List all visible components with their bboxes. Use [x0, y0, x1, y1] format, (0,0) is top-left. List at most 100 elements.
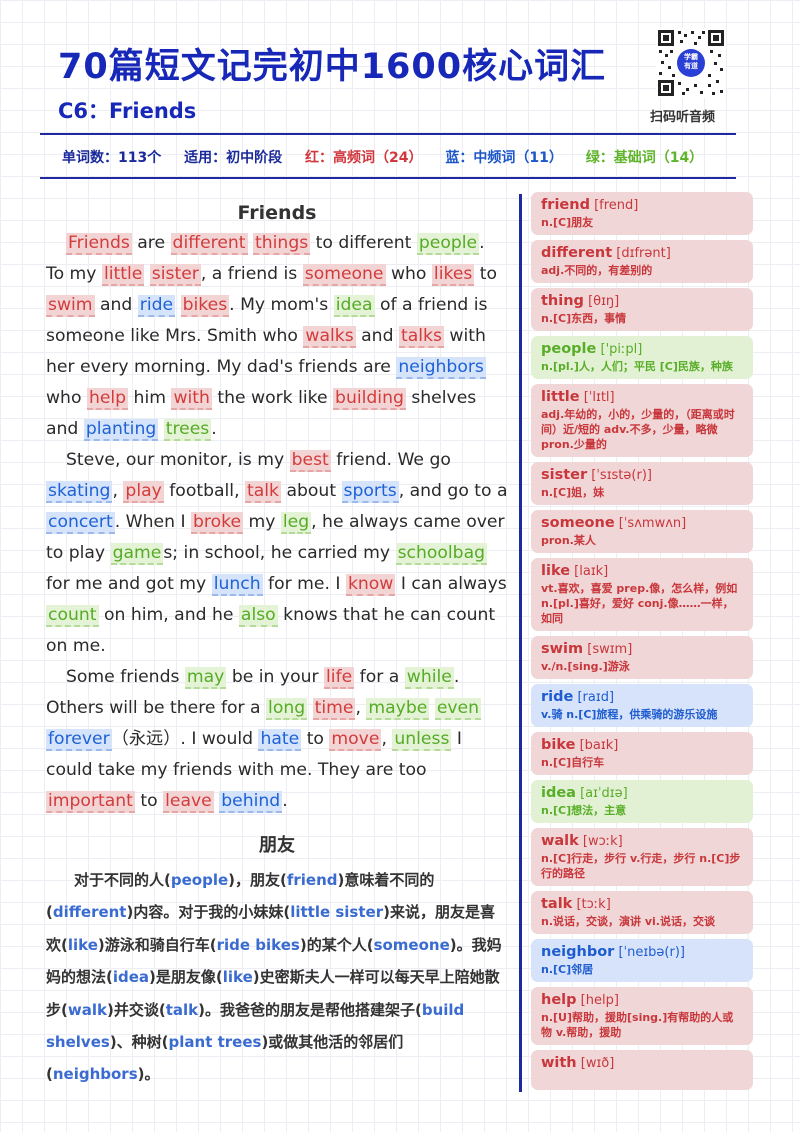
vocab-highlight[interactable]: things [253, 233, 311, 255]
vocab-highlight[interactable]: skating [46, 481, 113, 503]
vocab-highlight[interactable]: also [238, 605, 278, 627]
vocab-highlight[interactable]: Friends [66, 233, 132, 255]
vocab-word: bike [541, 737, 576, 753]
vocab-card-bike[interactable]: bike [baɪk] n.[C]自行车 [531, 732, 753, 775]
vocab-highlight[interactable]: life [324, 667, 355, 689]
vocab-card-walk[interactable]: walk [wɔːk] n.[C]行走，步行 v.行走，步行 n.[C]步行的路径 [531, 828, 753, 886]
vocab-card-little[interactable]: little [ˈlɪtl] adj.年幼的，小的，少量的，（距离或时间）近/短的… [531, 384, 753, 457]
vocab-highlight[interactable]: lunch [211, 574, 263, 596]
story-text: to [134, 791, 164, 811]
story-passage: Friends Friends are different things to … [46, 198, 508, 817]
translation-keyword: plant trees [168, 1033, 262, 1052]
vocab-highlight[interactable]: may [184, 667, 227, 689]
vocab-highlight[interactable]: broke [190, 512, 244, 534]
vocab-highlight[interactable]: bikes [180, 295, 230, 317]
vocab-highlight[interactable]: behind [219, 791, 283, 813]
legend-red: 红：高频词（24） [304, 150, 423, 166]
vocab-definition: n.[U]帮助，援助[sing.]有帮助的人或物 v.帮助，援助 [541, 1011, 734, 1039]
translation-keyword: talk [165, 1000, 199, 1019]
vocab-highlight[interactable]: best [289, 450, 331, 472]
qr-badge-line2: 有道 [684, 62, 698, 70]
vocab-word: walk [541, 833, 579, 849]
vocab-highlight[interactable]: important [46, 791, 135, 813]
vocab-highlight[interactable]: swim [46, 295, 95, 317]
vocab-highlight[interactable]: leave [163, 791, 214, 813]
vocab-phonetic: [dɪfrənt] [612, 246, 671, 261]
qr-code[interactable]: 学霸 有道 [656, 28, 726, 98]
vocab-card-people[interactable]: people ['piːpl] n.[pl.]人，人们；平民 [C]民族，种族 [531, 336, 753, 379]
translation-keyword: build shelves [46, 1000, 465, 1052]
vocab-highlight[interactable]: ride [137, 295, 176, 317]
vocab-card-idea[interactable]: idea [aɪˈdɪə] n.[C]想法，主意 [531, 780, 753, 823]
vocab-highlight[interactable]: concert [46, 512, 115, 534]
vocab-phonetic: ['piːpl] [596, 342, 643, 357]
vocab-highlight[interactable]: likes [431, 264, 475, 286]
vocab-highlight[interactable]: forever [46, 729, 112, 751]
vocab-highlight[interactable]: with [171, 388, 212, 410]
translation-text: )的某个人( [299, 935, 374, 954]
translation-keyword: someone [373, 935, 450, 954]
story-text: I could take my friends with me. They ar… [46, 729, 462, 780]
vocab-highlight[interactable]: maybe [366, 698, 430, 720]
story-text: , [355, 698, 367, 718]
vocab-card-sister[interactable]: sister [ˈsɪstə(r)] n.[C]姐，妹 [531, 462, 753, 505]
vocab-card-swim[interactable]: swim [swɪm] v./n.[sing.]游泳 [531, 636, 753, 679]
translation-text: )内容。对于我的小妹妹( [126, 903, 291, 922]
qr-code-icon [656, 28, 726, 98]
vocab-highlight[interactable]: even [434, 698, 482, 720]
story-text: Some friends [66, 667, 185, 687]
vocab-highlight[interactable]: time [312, 698, 356, 720]
vocab-highlight[interactable]: know [345, 574, 396, 596]
vocab-card-someone[interactable]: someone [ˈsʌmwʌn] pron.某人 [531, 510, 753, 553]
vocab-headword: walk [wɔːk] [541, 832, 743, 851]
vocab-highlight[interactable]: sports [341, 481, 399, 503]
vocab-highlight[interactable]: building [333, 388, 406, 410]
vocab-highlight[interactable]: long [266, 698, 308, 720]
vocab-highlight[interactable]: unless [392, 729, 452, 751]
vocab-phonetic: [ˈneɪbə(r)] [614, 945, 685, 960]
story-text: . Others will be there for a [46, 667, 460, 718]
vocab-highlight[interactable]: planting [83, 419, 159, 441]
vocab-highlight[interactable]: play [123, 481, 164, 503]
vocab-highlight[interactable]: hate [258, 729, 302, 751]
vocab-card-neighbor[interactable]: neighbor [ˈneɪbə(r)] n.[C]邻居 [531, 939, 753, 982]
translation-passage: 朋友 对于不同的人(people)，朋友(friend)意味着不同的(diffe… [46, 832, 508, 1091]
vocab-highlight[interactable]: talk [245, 481, 282, 503]
translation-keyword: like [222, 968, 253, 987]
vocab-card-talk[interactable]: talk [tɔːk] n.说话，交谈，演讲 vi.说话，交谈 [531, 891, 753, 934]
vocab-highlight[interactable]: trees [163, 419, 212, 441]
vocab-card-friend[interactable]: friend [frend] n.[C]朋友 [531, 192, 753, 235]
vocab-word: talk [541, 896, 573, 912]
vocab-highlight[interactable]: talks [398, 326, 444, 348]
vocab-highlight[interactable]: sister [149, 264, 201, 286]
vocab-highlight[interactable]: walks [303, 326, 356, 348]
vocab-highlight[interactable]: while [404, 667, 454, 689]
vocab-highlight[interactable]: little [101, 264, 145, 286]
vocab-highlight[interactable]: move [329, 729, 382, 751]
header-divider-top [40, 133, 736, 135]
story-text: the work like [211, 388, 334, 408]
vocab-highlight[interactable]: different [170, 233, 248, 255]
vocab-highlight[interactable]: game [110, 543, 164, 565]
story-text: be in your [226, 667, 325, 687]
vocab-highlight[interactable]: help [86, 388, 129, 410]
story-text: football, [163, 481, 246, 501]
vocab-card-like[interactable]: like [laɪk] vt.喜欢，喜爱 prep.像，怎么样，例如 n.[pl.… [531, 558, 753, 631]
vocab-card-with[interactable]: with [wɪð] [531, 1050, 753, 1090]
translation-text: )并交谈( [106, 1000, 166, 1019]
vocab-highlight[interactable]: count [46, 605, 99, 627]
translation-keyword: idea [112, 968, 150, 987]
vocab-card-ride[interactable]: ride [raɪd] v.骑 n.[C]旅程，供乘骑的游乐设施 [531, 684, 753, 727]
vocab-card-thing[interactable]: thing [θɪŋ] n.[C]东西，事情 [531, 288, 753, 331]
vocab-highlight[interactable]: leg [280, 512, 312, 534]
vocab-word: neighbor [541, 944, 615, 960]
vocab-highlight[interactable]: idea [333, 295, 375, 317]
vocab-highlight[interactable]: schoolbag [395, 543, 488, 565]
column-divider [519, 194, 522, 1092]
vocab-highlight[interactable]: neighbors [396, 357, 486, 379]
vocab-highlight[interactable]: someone [302, 264, 386, 286]
vocab-card-different[interactable]: different [dɪfrənt] adj.不同的，有差别的 [531, 240, 753, 283]
vocab-card-help[interactable]: help [help] n.[U]帮助，援助[sing.]有帮助的人或物 v.帮助… [531, 987, 753, 1045]
vocab-highlight[interactable]: people [416, 233, 480, 255]
vocab-headword: help [help] [541, 991, 743, 1010]
